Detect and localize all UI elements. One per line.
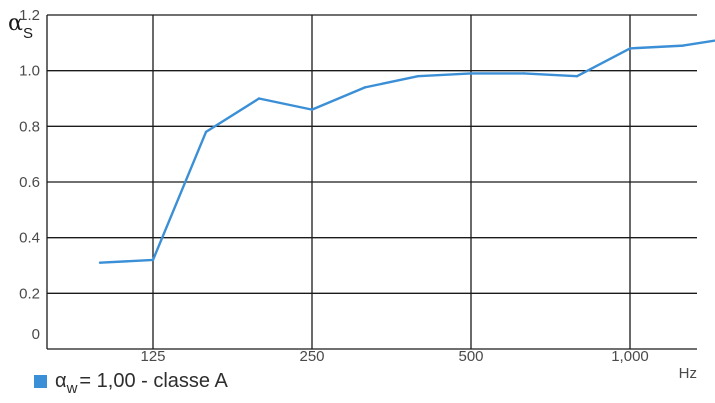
series-line [99,39,715,264]
data-point [469,72,473,75]
data-point [257,97,261,100]
x-tick-label: 1,000 [611,348,649,365]
y-tick-label: 0.6 [19,174,40,191]
legend-subscript: w [66,379,78,397]
y-tick-label: 1.2 [19,7,40,24]
y-tick-label: 0.2 [19,285,40,302]
data-point [310,108,314,111]
data-point [681,44,685,47]
y-tick-label: 1.0 [19,63,40,80]
data-point [204,130,208,134]
x-axis-unit: Hz [679,365,697,382]
legend-swatch [34,374,47,388]
x-tick-label: 125 [140,348,165,365]
y-tick-label: 0.8 [19,118,40,135]
legend: α w = 1,00 - classe A [34,368,228,397]
data-point [151,258,155,262]
y-tick-label: 0 [32,326,40,343]
x-tick-label: 500 [458,348,483,365]
x-tick-label: 250 [299,348,324,365]
data-point [98,261,102,264]
y-axis-ticks: 0 0.2 0.4 0.6 0.8 1.0 1.2 [19,7,40,343]
series-layer [98,39,715,264]
data-point [522,72,526,75]
data-point [628,47,632,50]
data-point [363,86,367,89]
y-axis-label-subscript: S [23,25,33,42]
legend-alpha: α [55,369,67,392]
y-axis-label: α [8,11,23,36]
y-tick-label: 0.4 [19,230,40,247]
legend-text: = 1,00 - classe A [79,369,228,392]
data-point [416,75,420,78]
grid [46,14,697,350]
data-point [575,75,579,78]
